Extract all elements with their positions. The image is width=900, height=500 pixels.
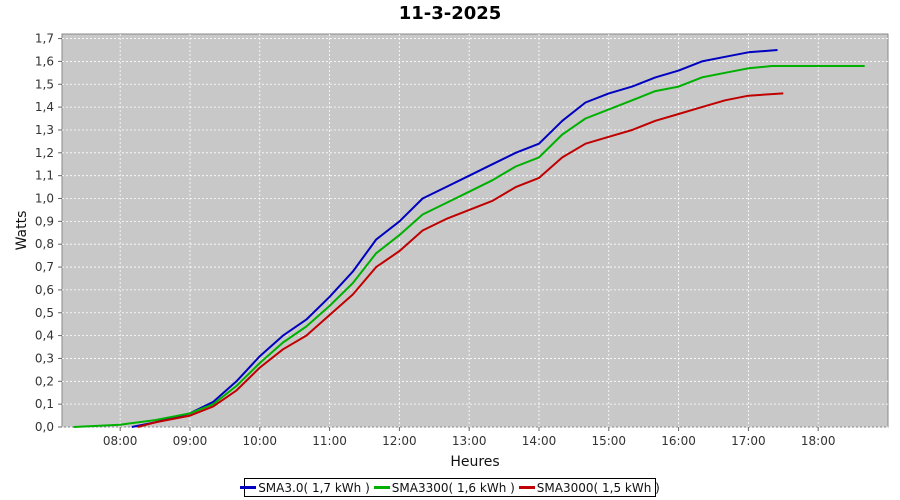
y-tick-label: 1,2 [35,146,54,160]
x-tick-label: 14:00 [522,434,557,448]
legend-swatch [518,486,535,489]
series-line-0 [131,49,778,428]
legend-swatch [240,486,257,489]
series-line-2 [137,92,784,428]
x-tick-label: 13:00 [452,434,487,448]
legend-label: SMA3000( 1,5 kWh ) [536,480,660,495]
chart-title: 11-3-2025 [398,3,502,24]
legend: SMA3.0( 1,7 kWh ) SMA3300( 1,6 kWh ) SMA30… [240,478,660,497]
x-tick-label: 18:00 [801,434,836,448]
plot-area [61,33,889,428]
y-axis-label: Watts [14,211,30,251]
x-tick-label: 09:00 [173,434,208,448]
x-tick-label: 11:00 [312,434,347,448]
x-tick-label: 17:00 [731,434,766,448]
y-tick-label: 0,6 [35,283,54,297]
y-tick-label: 0,2 [35,374,54,388]
x-tick-label: 12:00 [382,434,417,448]
y-tick-label: 1,5 [35,77,54,91]
legend-item-0: SMA3.0( 1,7 kWh ) [240,481,370,495]
y-tick-label: 1,0 [35,192,54,206]
x-tick-label: 10:00 [242,434,277,448]
x-tick-label: 15:00 [591,434,626,448]
legend-label: SMA3.0( 1,7 kWh ) [258,480,370,495]
y-tick-label: 0,3 [35,351,54,365]
y-tick-label: 0,5 [35,306,54,320]
y-tick-label: 1,3 [35,123,54,137]
y-tick-label: 0,1 [35,397,54,411]
legend-swatch [373,486,390,489]
y-tick-label: 0,8 [35,237,54,251]
y-tick-label: 1,6 [35,54,54,68]
legend-item-1: SMA3300( 1,6 kWh ) [373,480,515,495]
x-tick-label: 08:00 [103,434,138,448]
y-tick-label: 0,4 [35,329,54,343]
y-tick-label: 0,7 [35,260,54,274]
y-tick-label: 1,7 [35,32,54,46]
y-tick-label: 1,4 [35,100,54,114]
y-tick-label: 0,0 [35,420,54,434]
y-tick-label: 1,1 [35,169,54,183]
x-axis-label: Heures [450,454,499,470]
x-tick-label: 16:00 [661,434,696,448]
y-tick-label: 0,9 [35,214,54,228]
legend-label: SMA3300( 1,6 kWh ) [391,480,515,495]
series-line-1 [73,65,865,428]
legend-item-2: SMA3000( 1,5 kWh ) [518,480,660,495]
